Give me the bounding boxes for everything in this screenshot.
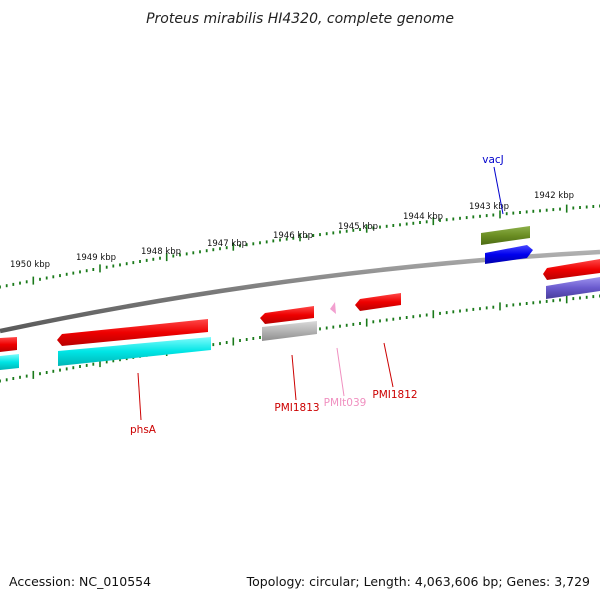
gene-arrow[interactable]	[0, 337, 17, 352]
topology-summary: Topology: circular; Length: 4,063,606 bp…	[246, 574, 590, 589]
tick-label: 1942 kbp	[534, 191, 574, 201]
tick-label: 1943 kbp	[469, 202, 509, 212]
gene-arrow	[260, 306, 314, 324]
map-title: Proteus mirabilis HI4320, complete genom…	[146, 11, 454, 27]
tick-label: 1950 kbp	[10, 260, 50, 270]
gene-arrow[interactable]	[0, 354, 19, 370]
gene-label-PMIt039[interactable]: PMIt039	[324, 397, 367, 409]
leader-line	[291, 354, 297, 401]
leader-line	[137, 372, 142, 421]
tick-label: 1945 kbp	[338, 222, 378, 232]
outer-tick-ring	[0, 204, 600, 289]
gene-arrow[interactable]	[546, 277, 600, 299]
gene-arrow	[485, 245, 533, 264]
gene-PMI1812-arrow[interactable]	[355, 293, 401, 311]
gene-PMIt039-arrow[interactable]	[330, 302, 336, 314]
gene-label-PMI1812[interactable]: PMI1812	[372, 389, 417, 401]
leader-line	[383, 342, 394, 388]
gene-label-vacJ[interactable]: vacJ	[482, 154, 504, 166]
gene-vacJ[interactable]	[481, 226, 533, 264]
gene-phsA[interactable]	[57, 319, 211, 366]
gene-arrow	[262, 321, 317, 341]
gene-arrow	[57, 319, 208, 346]
leader-line	[493, 166, 504, 215]
gene-label-PMI1813[interactable]: PMI1813	[274, 402, 319, 414]
accession-text: Accession: NC_010554	[9, 574, 151, 589]
leader-line	[336, 347, 345, 397]
tick-label: 1947 kbp	[207, 239, 247, 249]
gene-arrow	[481, 226, 530, 245]
gene-label-phsA[interactable]: phsA	[130, 424, 157, 436]
tick-label: 1944 kbp	[403, 212, 443, 222]
gene-PMI1813[interactable]	[260, 306, 317, 341]
gene-arrow[interactable]	[543, 259, 600, 280]
gene-arrow	[58, 337, 211, 366]
tick-label: 1949 kbp	[76, 253, 116, 263]
tick-label: 1946 kbp	[273, 231, 313, 241]
tick-label: 1948 kbp	[141, 247, 181, 257]
